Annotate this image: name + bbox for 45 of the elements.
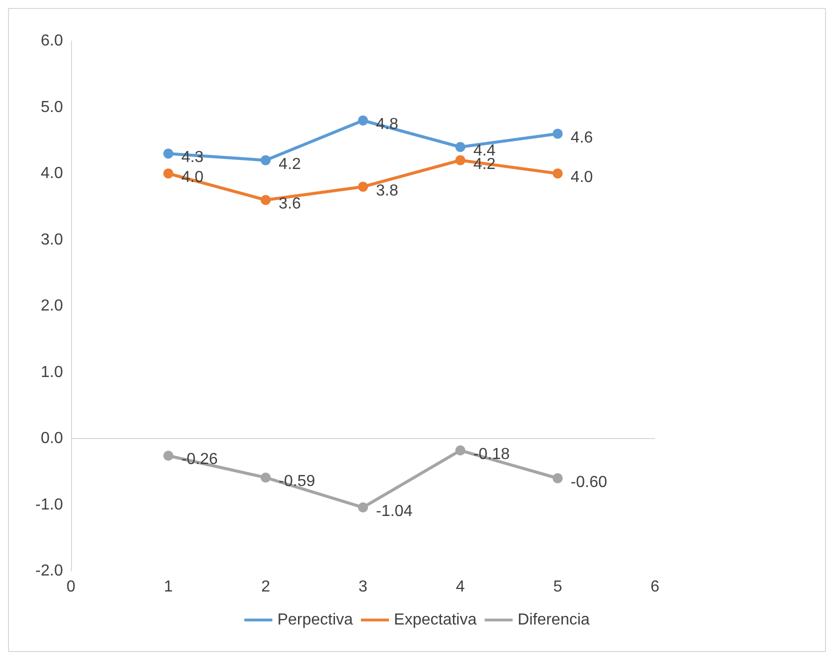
x-tick-label: 0 xyxy=(66,578,76,596)
data-label: 3.6 xyxy=(278,196,302,212)
legend-label: Expectativa xyxy=(394,612,477,628)
y-tick-label: 2.0 xyxy=(40,298,64,314)
point xyxy=(358,182,368,192)
data-label: -0.60 xyxy=(570,474,608,491)
point xyxy=(260,155,271,166)
data-label: -0.18 xyxy=(473,446,510,463)
y-tick-label: 5.0 xyxy=(40,98,64,116)
data-label: -0.59 xyxy=(278,473,316,490)
point xyxy=(455,155,466,166)
point xyxy=(358,116,368,126)
data-label: 3.8 xyxy=(376,182,398,200)
point xyxy=(163,168,174,178)
x-tick-label: 3 xyxy=(358,578,368,596)
x-tick-label: 2 xyxy=(261,578,270,596)
data-label: 4.6 xyxy=(570,129,594,146)
y-tick-label: 6.0 xyxy=(40,32,64,50)
y-tick-label: 1.0 xyxy=(40,364,64,381)
x-tick-label: 5 xyxy=(553,578,562,596)
data-label: 4.2 xyxy=(278,156,302,173)
x-tick-label: 4 xyxy=(456,578,465,596)
point xyxy=(455,445,466,456)
point xyxy=(455,142,466,152)
y-tick-label: 0.0 xyxy=(40,430,64,447)
point xyxy=(260,195,271,205)
data-label: 4.4 xyxy=(473,142,496,160)
point xyxy=(163,148,174,159)
data-label: -1.04 xyxy=(376,502,413,520)
point xyxy=(552,128,563,139)
x-tick-label: 6 xyxy=(650,578,660,596)
x-tick-label: 1 xyxy=(164,578,173,596)
data-label: 4.0 xyxy=(570,169,594,186)
y-tick-label: -2.0 xyxy=(35,562,64,580)
point xyxy=(552,473,563,484)
legend-label: Diferencia xyxy=(518,612,590,628)
legend-label: Perpectiva xyxy=(277,612,354,628)
point xyxy=(358,502,368,512)
y-tick-label: 3.0 xyxy=(40,231,64,248)
point xyxy=(552,168,563,178)
point xyxy=(163,450,174,461)
data-label: -0.26 xyxy=(181,451,218,468)
point xyxy=(260,472,271,483)
y-tick-label: -1.0 xyxy=(35,496,64,514)
y-tick-label: 4.0 xyxy=(40,165,64,182)
